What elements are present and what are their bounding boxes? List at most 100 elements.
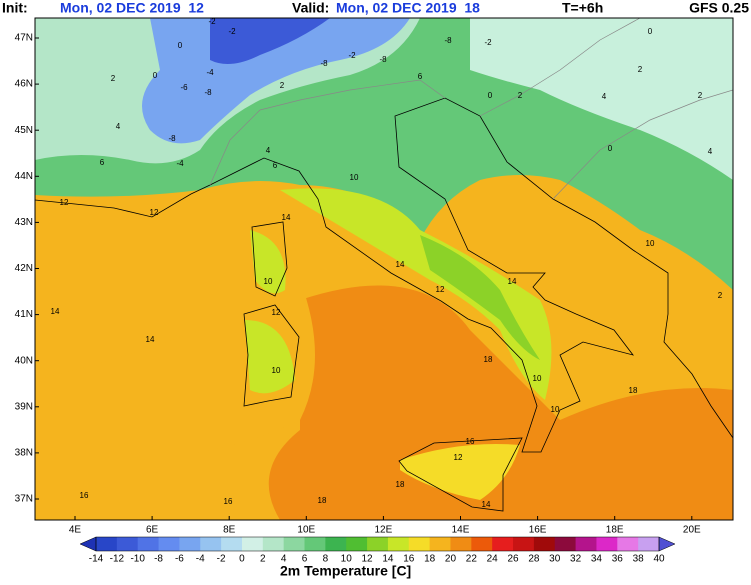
field-sicily bbox=[400, 444, 520, 500]
contour-label: 4 bbox=[266, 146, 271, 155]
lat-label: 44N bbox=[15, 171, 33, 182]
contour-label: -8 bbox=[444, 36, 452, 45]
lead-time: T=+6h bbox=[562, 0, 603, 16]
colorbar-tick-label: 40 bbox=[653, 554, 665, 565]
contour-label: -2 bbox=[228, 27, 236, 36]
colorbar-box bbox=[554, 537, 577, 551]
valid-label: Valid: bbox=[292, 0, 329, 16]
contour-label: 4 bbox=[602, 92, 607, 101]
colorbar-tick-label: 8 bbox=[323, 554, 329, 565]
colorbar-box bbox=[450, 537, 472, 551]
contour-label: 18 bbox=[484, 355, 493, 364]
colorbar-box bbox=[533, 537, 556, 551]
valid-time: Mon, 02 DEC 2019 18 bbox=[336, 0, 480, 16]
contour-label: 12 bbox=[436, 285, 445, 294]
contour-label: 16 bbox=[224, 497, 233, 506]
contour-label: 6 bbox=[100, 158, 105, 167]
model-name: GFS 0.25 bbox=[689, 0, 749, 16]
colorbar-box bbox=[408, 537, 431, 551]
colorbar-box bbox=[325, 537, 347, 551]
contour-label: 2 bbox=[111, 74, 116, 83]
lon-label: 20E bbox=[683, 525, 701, 536]
colorbar-box bbox=[575, 537, 597, 551]
lon-label: 6E bbox=[146, 525, 159, 536]
contour-label: 4 bbox=[708, 147, 713, 156]
colorbar-tick-label: 24 bbox=[487, 554, 499, 565]
contour-label: -8 bbox=[379, 55, 387, 64]
colorbar-tick-label: -10 bbox=[130, 554, 145, 565]
contour-label: 2 bbox=[718, 291, 723, 300]
colorbar-box bbox=[137, 537, 160, 551]
colorbar-tick-label: 36 bbox=[612, 554, 624, 565]
contour-label: -2 bbox=[348, 51, 356, 60]
contour-label: 14 bbox=[508, 277, 517, 286]
colorbar-box bbox=[429, 537, 451, 551]
colorbar-box bbox=[638, 537, 660, 551]
contour-label: 14 bbox=[146, 335, 155, 344]
colorbar-label: 2m Temperature [C] bbox=[280, 563, 411, 579]
colorbar-box bbox=[221, 537, 243, 551]
contour-label: 16 bbox=[466, 437, 475, 446]
lat-label: 39N bbox=[15, 401, 33, 412]
axes: 47N 46N 45N 44N 43N 42N 41N 40N 39N 38N 37N 4E 6E 8E 1… bbox=[15, 33, 701, 536]
contour-label: 6 bbox=[418, 72, 423, 81]
lat-label: 38N bbox=[15, 448, 33, 459]
contour-label: 0 bbox=[648, 27, 653, 36]
colorbar-tick-label: 18 bbox=[424, 554, 436, 565]
contour-label: 12 bbox=[150, 208, 159, 217]
colorbar-tick-label: 20 bbox=[445, 554, 457, 565]
colorbar-tick-label: -2 bbox=[217, 554, 226, 565]
contour-label: 10 bbox=[646, 239, 655, 248]
colorbar-box bbox=[513, 537, 535, 551]
colorbar-box bbox=[387, 537, 410, 551]
contour-label: 0 bbox=[178, 41, 183, 50]
init-time: Mon, 02 DEC 2019 12 bbox=[60, 0, 204, 16]
contour-label: 0 bbox=[153, 71, 158, 80]
field-warm bbox=[268, 285, 733, 520]
contour-labels: -2-202 0 -4-6-84-86 -4461012121410121412141… bbox=[51, 18, 723, 509]
contour-label: 2 bbox=[518, 91, 523, 100]
contour-label: -2 bbox=[484, 38, 492, 47]
lon-label: 12E bbox=[375, 525, 393, 536]
colorbar-box bbox=[179, 537, 201, 551]
colorbar-tick-label: 30 bbox=[549, 554, 561, 565]
colorbar-tick-label: -4 bbox=[196, 554, 205, 565]
lon-label: 4E bbox=[69, 525, 82, 536]
colorbar-box bbox=[492, 537, 514, 551]
contour-label: 10 bbox=[551, 405, 560, 414]
map-field: -2-202 0 -4-6-84-86 -4461012121410121412141… bbox=[35, 18, 733, 520]
colorbar-box bbox=[200, 537, 222, 551]
field-coldest bbox=[210, 18, 330, 64]
contour-label: -4 bbox=[176, 159, 184, 168]
colorbar: -14 -12 -10 -8 -6 -4 -2 0 2 4 6 8 10 12 14 16 18 20 22 24 26… bbox=[79, 536, 676, 565]
contour-label: 0 bbox=[608, 144, 613, 153]
contour-label: 12 bbox=[272, 308, 281, 317]
lat-label: 43N bbox=[15, 217, 33, 228]
colorbar-box bbox=[262, 537, 285, 551]
colorbar-box bbox=[471, 537, 493, 551]
field-islands bbox=[245, 230, 295, 394]
colorbar-tick-label: 38 bbox=[633, 554, 645, 565]
colorbar-box bbox=[367, 537, 389, 551]
colorbar-tick-label: 34 bbox=[591, 554, 603, 565]
contour-label: 18 bbox=[318, 496, 327, 505]
colorbar-above bbox=[658, 536, 676, 552]
lon-label: 10E bbox=[297, 525, 315, 536]
contour-label: 10 bbox=[272, 366, 281, 375]
colorbar-box bbox=[346, 537, 368, 551]
contour-label: -6 bbox=[180, 83, 188, 92]
field-pale bbox=[35, 18, 733, 180]
coastlines bbox=[35, 97, 733, 512]
lon-label: 8E bbox=[223, 525, 236, 536]
contour-label: 2 bbox=[698, 91, 703, 100]
colorbar-box bbox=[596, 537, 618, 551]
contour-label: 18 bbox=[629, 386, 638, 395]
contour-label: 12 bbox=[454, 453, 463, 462]
colorbar-tick-label: -12 bbox=[110, 554, 125, 565]
lat-label: 37N bbox=[15, 494, 33, 505]
lat-label: 46N bbox=[15, 79, 33, 90]
colorbar-tick-label: 4 bbox=[281, 554, 287, 565]
contour-label: 2 bbox=[638, 65, 643, 74]
contour-label: 14 bbox=[482, 500, 491, 509]
